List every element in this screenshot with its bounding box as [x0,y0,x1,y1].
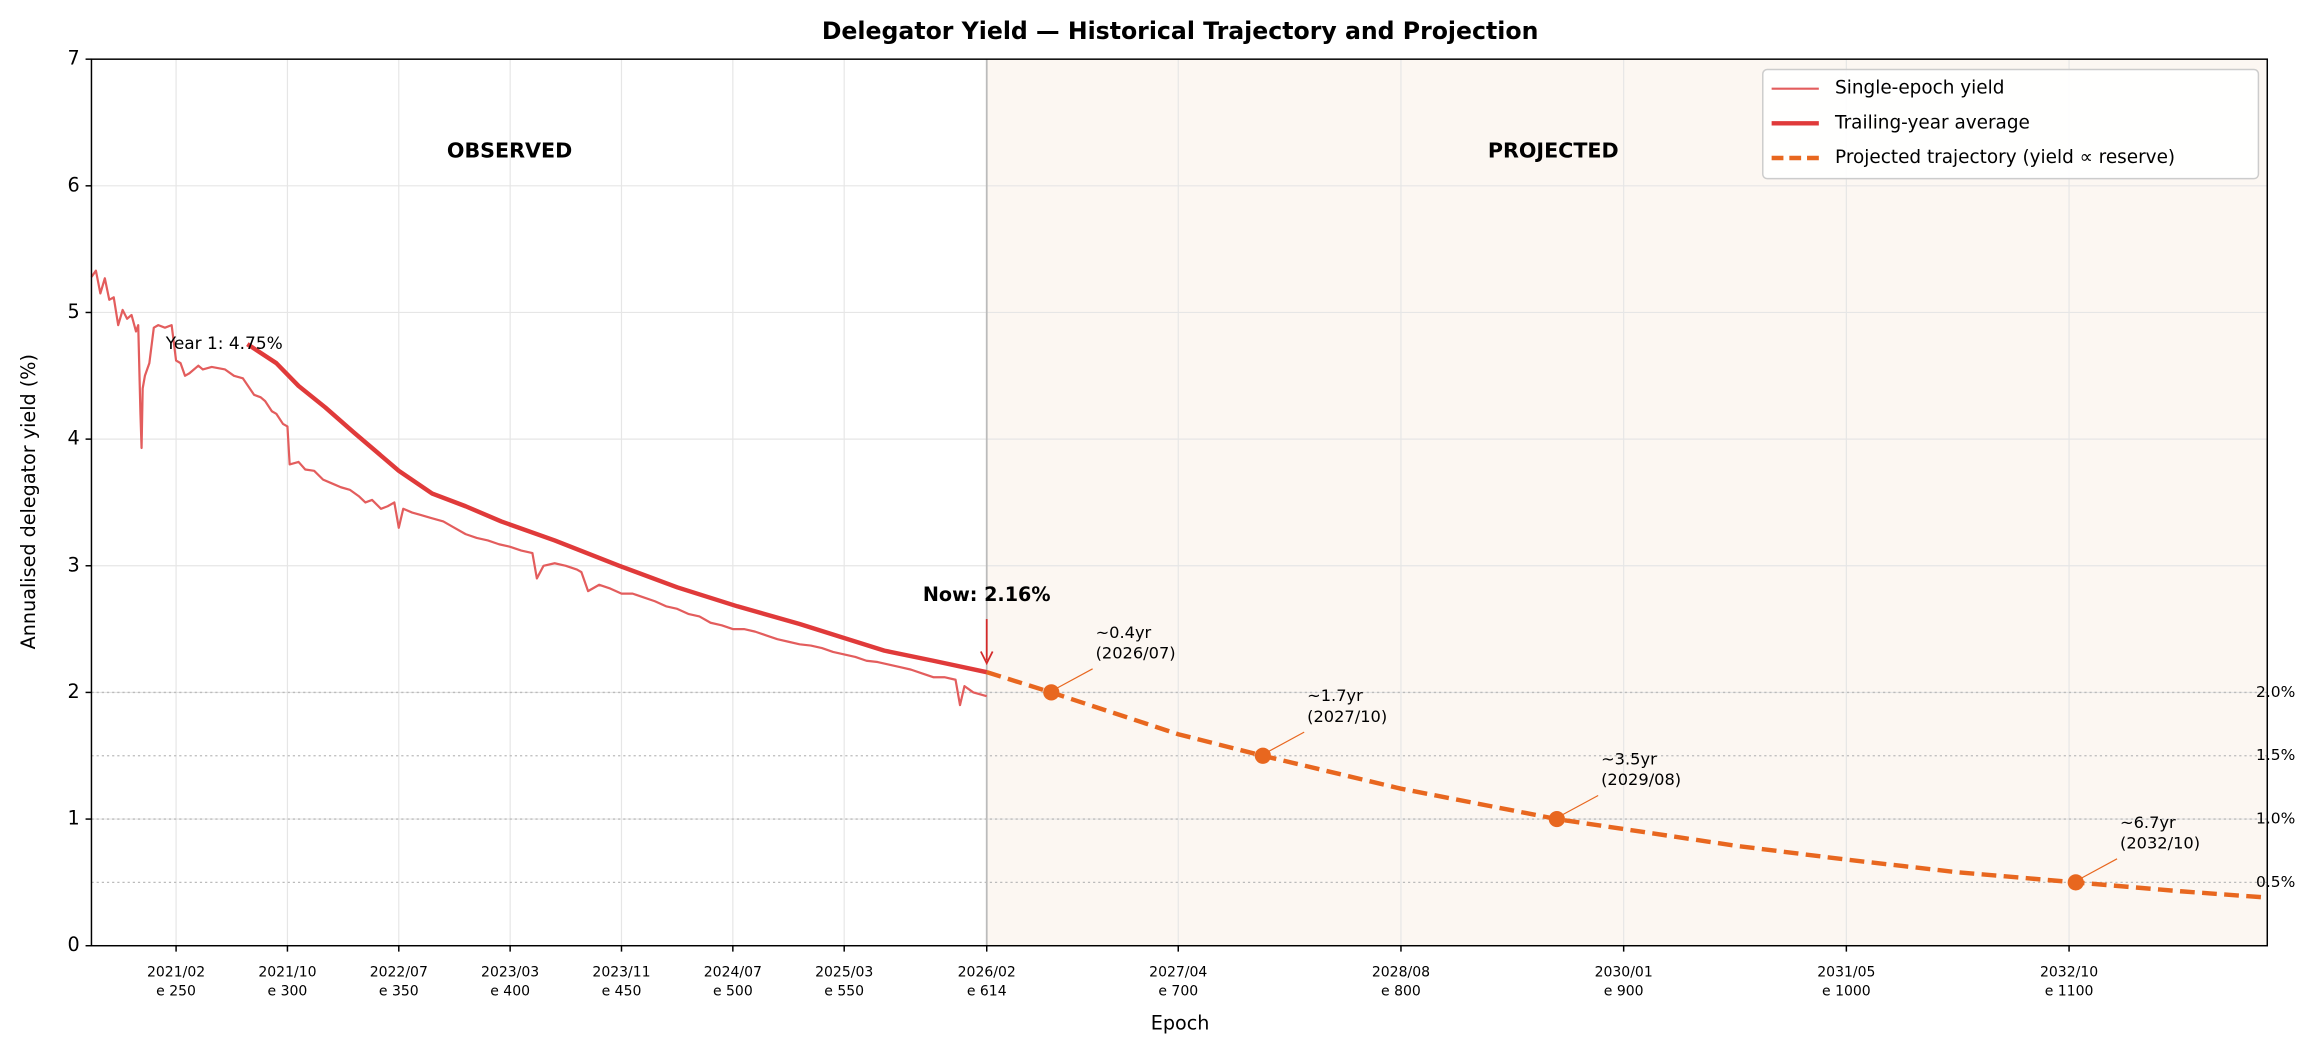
plot-frame [90,58,2269,947]
x-tick-label: e 450 [602,983,642,999]
milestone-date: (2026/07) [1096,644,1176,663]
x-tick-label: e 900 [1604,983,1644,999]
milestone-leader [1268,731,1305,752]
milestone-leader [2081,858,2118,879]
milestone-label: ~3.5yr [1601,750,1657,769]
y-axis-label: Annualised delegator yield (%) [17,354,40,649]
y-tick-label: 4 [67,427,79,450]
x-tick-label: e 1100 [2045,983,2094,999]
region-label: OBSERVED [447,139,572,163]
x-tick-date: 2023/11 [592,964,650,980]
reference-label: 1.5% [2256,746,2295,764]
milestone-leader [1056,668,1093,689]
x-tick-date: 2021/10 [258,964,316,980]
x-tick-date: 2022/07 [370,964,428,980]
legend-label: Single-epoch yield [1835,78,2004,99]
milestone-date: (2027/10) [1307,707,1387,726]
y-tick-label: 0 [67,933,79,956]
x-tick-date: 2025/03 [815,964,873,980]
x-tick-label: e 250 [156,983,196,999]
x-tick-label: e 400 [490,983,530,999]
projection-region [986,59,2268,946]
y-tick-label: 3 [67,553,79,576]
y-tick-label: 1 [67,807,79,830]
x-tick-date: 2024/07 [704,964,762,980]
milestone-date: (2032/10) [2120,834,2200,853]
reference-label: 2.0% [2256,683,2295,701]
reference-label: 0.5% [2256,873,2295,891]
legend: Single-epoch yield Trailing-year average P… [1762,68,2260,180]
annotation-arrowhead [980,651,994,666]
series-line [986,670,2268,900]
x-tick-date: 2027/04 [1149,964,1207,980]
x-tick-date: 2031/05 [1817,964,1875,980]
x-tick-date: 2023/03 [481,964,539,980]
x-tick-label: e 614 [967,983,1007,999]
x-tick-label: e 550 [824,983,864,999]
y-tick-label: 7 [67,47,79,70]
y-tick-label: 5 [67,300,79,323]
x-tick-date: 2028/08 [1372,964,1430,980]
y-tick-label: 2 [67,680,79,703]
x-axis-label: Epoch [1151,1011,1210,1034]
milestone-label: ~0.4yr [1096,623,1152,642]
milestone-point [1548,810,1565,828]
annotation: Now: 2.16% [923,583,1051,606]
series-line [246,342,988,675]
y-tick-label: 6 [67,173,79,196]
x-tick-label: e 1000 [1822,983,1871,999]
legend-box [1762,68,2260,180]
x-tick-date: 2032/10 [2040,964,2098,980]
chart-title: Delegator Yield — Historical Trajectory … [822,17,1539,45]
x-tick-date: 2030/01 [1595,964,1653,980]
legend-label: Trailing-year average [1834,112,2030,133]
x-tick-date: 2021/02 [147,964,205,980]
legend-label: Projected trajectory (yield ∝ reserve) [1835,147,2175,168]
milestone-date: (2029/08) [1601,770,1681,789]
x-tick-label: e 500 [713,983,753,999]
milestone-point [1043,684,1060,701]
milestone-label: ~1.7yr [1307,686,1363,705]
x-tick-label: e 350 [379,983,419,999]
series-line [90,269,988,707]
x-tick-label: e 700 [1158,983,1198,999]
reference-label: 1.0% [2256,810,2295,828]
milestone-point [2067,874,2084,891]
region-label: PROJECTED [1488,139,1619,163]
milestone-leader [1562,794,1599,816]
x-tick-label: e 800 [1381,983,1421,999]
x-tick-date: 2026/02 [958,964,1016,980]
annotation: Year 1: 4.75% [165,333,283,353]
x-tick-label: e 300 [268,983,308,999]
milestone-point [1254,747,1271,764]
milestone-label: ~6.7yr [2120,813,2176,832]
